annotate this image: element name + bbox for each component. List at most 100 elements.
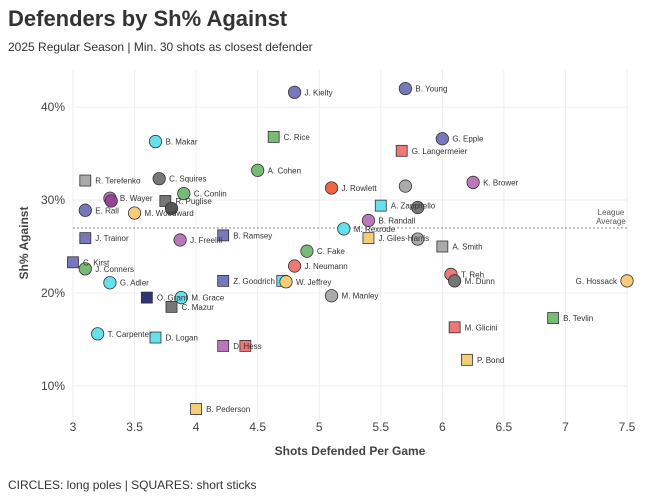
point-label: M. Dunn [465,277,495,286]
data-point-circle [411,200,425,215]
data-point-square [395,144,408,157]
point-label: J. Conners [95,265,134,274]
x-tick-label: 3 [70,420,77,434]
data-point-square [547,312,560,324]
data-point-circle [91,327,105,341]
point-label: D. Hess [233,342,261,351]
x-tick-label: 3.5 [126,420,143,434]
y-tick-label: 10% [41,379,65,393]
point-label: C. Mazur [181,303,214,312]
x-tick-label: 5 [316,420,323,434]
data-point-square [267,130,280,143]
point-label: C. Fake [317,247,346,256]
point-label: O. Grant [157,294,188,303]
data-point-circle [174,290,188,305]
data-point-circle [324,181,339,195]
data-point-square [217,274,230,287]
point-label: D. Logan [165,334,197,343]
x-tick-label: 5.5 [372,420,389,434]
point-label: J. Neumann [305,262,348,271]
data-point-circle [448,274,462,288]
point-label: B. Makar [165,138,197,147]
point-label: G. Langermeier [412,147,468,156]
data-point-circle [466,175,480,190]
point-label: B. Ramsey [233,231,272,240]
data-point-square [217,229,230,242]
point-label: A. Cohen [268,166,301,175]
point-label: B. Pederson [206,405,250,414]
data-point-square [448,321,461,334]
data-point-square [190,403,203,415]
point-label: T. Reh [461,270,484,279]
point-label: K. Brower [483,178,518,187]
y-tick-label: 30% [41,193,65,207]
data-point-circle [620,274,634,288]
data-point-circle [152,172,166,186]
data-point-circle [78,203,92,217]
data-point-square [362,232,375,245]
data-point-circle [148,134,163,149]
point-labels: J. Kielty B. Young B. Makar C. Rice G. Epple… [83,85,618,414]
x-tick-label: 4 [193,420,200,434]
data-point-circle [177,186,191,201]
x-axis-label: Shots Defended Per Game [275,444,426,458]
reference-line-label: League [598,208,625,217]
chart-subtitle: 2025 Regular Season | Min. 30 shots as c… [8,40,313,54]
data-point-circle [279,275,293,289]
x-axis-ticks: 3 3.5 4 4.5 5 5.5 6 6.5 7 7.5 [70,420,636,434]
marker-legend-note: CIRCLES: long poles | SQUARES: short sti… [8,478,257,492]
data-point-square [217,339,230,352]
x-tick-label: 4.5 [249,420,266,434]
data-point-circle [251,163,265,177]
data-point-square [436,240,449,253]
data-points [67,81,634,415]
data-point-circle [173,233,187,247]
point-label: A. Smith [452,243,482,252]
data-point-circle [361,213,376,228]
point-label: M. Rexrode [354,225,396,234]
point-label: G. Hossack [576,277,618,286]
point-label: B. Wayer [120,194,153,203]
chart-title: Defenders by Sh% Against [8,6,288,31]
data-point-circle [287,85,302,99]
point-label: M. Woodward [145,209,194,218]
x-tick-label: 6.5 [496,420,513,434]
y-axis-ticks: 10% 20% 30% 40% [41,100,65,393]
point-label: P. Bond [477,356,504,365]
point-label: J. Kielty [305,88,333,97]
data-point-circle [78,262,92,276]
data-point-circle [324,289,339,303]
point-label: R. Puglise [175,197,212,206]
point-label: C. Conlin [194,190,227,199]
data-point-circle [337,222,351,236]
point-label: J. Freelill [190,236,222,245]
data-point-square [149,331,162,344]
point-label: J. Rowlett [342,184,378,193]
data-point-square [67,256,79,269]
data-point-circle [103,276,117,290]
point-label: M. Grace [191,294,224,303]
point-label: B. Tevlin [563,314,593,323]
point-label: M. Glicini [465,323,498,332]
y-axis-label: Sh% Against [17,207,31,280]
data-point-circle [164,201,179,216]
point-label: B. Randall [378,216,415,225]
data-point-circle [104,194,118,208]
x-tick-label: 7 [562,420,569,434]
data-point-square [374,199,387,212]
grid-lines [72,70,628,423]
scatter-chart: 3 3.5 4 4.5 5 5.5 6 6.5 7 7.5 10% 20% 30% 40% League… [17,70,636,458]
point-label: C. Rice [284,133,311,142]
data-point-circle [398,179,412,193]
data-point-square [79,174,92,187]
data-point-square [140,291,153,304]
point-label: G. Epple [452,135,484,144]
point-label: C. Squires [169,175,206,184]
data-point-circle [435,132,449,146]
y-tick-label: 40% [41,100,65,114]
reference-line-label: Average [596,217,626,226]
data-point-circle [398,81,412,96]
data-point-square [165,300,178,313]
data-point-circle [411,232,425,246]
point-label: J. Giles-Harris [378,234,429,243]
